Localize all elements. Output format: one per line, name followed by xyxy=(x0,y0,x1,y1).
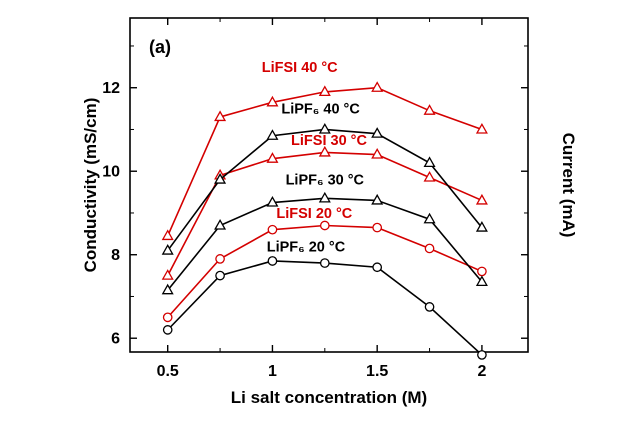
series-line xyxy=(167,260,483,356)
series-marker xyxy=(371,147,384,159)
series-marker xyxy=(475,122,488,134)
series-marker xyxy=(214,110,227,122)
series-marker xyxy=(162,312,173,323)
series-marker xyxy=(371,81,384,92)
series-marker xyxy=(423,156,436,168)
series-marker xyxy=(162,325,173,335)
x-tick-label: 1.5 xyxy=(366,363,388,380)
series-marker xyxy=(477,350,487,360)
series-marker xyxy=(214,218,227,230)
series-marker xyxy=(215,270,225,281)
series-marker xyxy=(161,244,174,255)
panel-label: (a) xyxy=(149,37,171,57)
series-marker xyxy=(267,224,278,235)
series-marker xyxy=(371,193,384,205)
series-marker xyxy=(475,275,488,287)
plot-area: 0.5 1 1.5 2 6 8 10 12 LiFSI 40 °C LiPF₆ 40 °C LiFS… xyxy=(102,17,529,380)
y-tick-label: 6 xyxy=(111,331,120,348)
series-marker xyxy=(423,170,436,182)
series-marker xyxy=(318,122,331,134)
series-marker xyxy=(318,85,331,97)
series-label: LiPF₆ 30 °C xyxy=(286,173,365,189)
series-marker xyxy=(267,256,278,266)
x-axis-label: Li salt concentration (M) xyxy=(231,388,427,407)
series-marker xyxy=(423,212,436,224)
series-label: LiFSI 30 °C xyxy=(291,133,367,149)
x-tick-label: 0.5 xyxy=(157,363,179,380)
series-marker xyxy=(424,302,435,312)
series-marker xyxy=(371,127,384,138)
series-marker xyxy=(372,222,383,233)
series-label: LiFSI 20 °C xyxy=(276,206,352,222)
series-marker xyxy=(318,191,331,203)
series-marker xyxy=(475,193,488,205)
x-tick-label: 2 xyxy=(477,363,486,380)
series-marker xyxy=(319,220,330,231)
series-marker xyxy=(214,173,227,184)
series-marker xyxy=(266,196,279,207)
y-axis-label-left: Conductivity (mS/cm) xyxy=(81,98,100,273)
series-marker xyxy=(215,254,225,264)
series-marker xyxy=(266,129,279,140)
series-marker xyxy=(266,95,279,107)
series-marker xyxy=(423,104,436,115)
series-marker xyxy=(266,152,279,163)
series-marker xyxy=(161,229,174,241)
series-marker xyxy=(424,243,435,254)
x-tick-label: 1 xyxy=(268,363,277,380)
y-tick-label: 10 xyxy=(102,164,120,181)
plot-frame xyxy=(129,17,529,353)
series-marker xyxy=(475,221,488,232)
series-label: LiPF₆ 20 °C xyxy=(267,239,346,255)
series-marker xyxy=(161,269,174,280)
series-label: LiPF₆ 40 °C xyxy=(281,102,360,118)
series-marker xyxy=(372,262,383,273)
series-marker xyxy=(477,266,487,277)
series-marker xyxy=(318,145,331,157)
y-axis-label-right: Current (mA) xyxy=(559,133,578,238)
series-label: LiFSI 40 °C xyxy=(262,60,338,76)
y-tick-label: 8 xyxy=(111,247,120,264)
series-marker xyxy=(161,283,174,295)
series-marker xyxy=(319,258,330,268)
y-tick-label: 12 xyxy=(102,80,120,97)
